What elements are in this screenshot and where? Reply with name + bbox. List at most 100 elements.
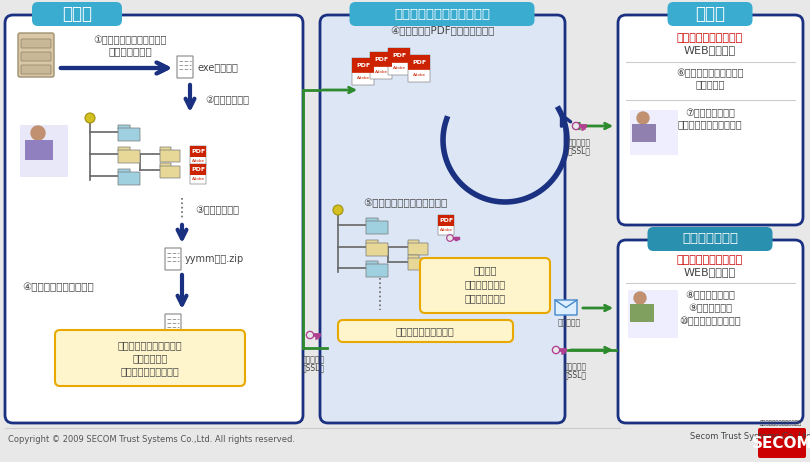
Text: ⑨各種帳票閲覧: ⑨各種帳票閲覧 bbox=[688, 303, 732, 313]
Text: 通知文書アップロード: 通知文書アップロード bbox=[678, 119, 742, 129]
Text: セコムトラストシステムズ: セコムトラストシステムズ bbox=[394, 7, 490, 20]
FancyBboxPatch shape bbox=[667, 2, 752, 26]
FancyBboxPatch shape bbox=[408, 243, 428, 255]
FancyBboxPatch shape bbox=[370, 52, 392, 79]
FancyBboxPatch shape bbox=[408, 55, 430, 82]
Text: PDF: PDF bbox=[191, 149, 205, 154]
FancyBboxPatch shape bbox=[366, 261, 378, 265]
Text: （SSL）: （SSL） bbox=[564, 370, 586, 379]
FancyBboxPatch shape bbox=[160, 150, 180, 162]
Text: タスクスケジューラー: タスクスケジューラー bbox=[121, 366, 179, 376]
Text: 事業者フォルダ: 事業者フォルダ bbox=[464, 279, 505, 289]
Text: Secom Trust Systems Co.,Ltd.: Secom Trust Systems Co.,Ltd. bbox=[690, 432, 810, 441]
FancyBboxPatch shape bbox=[438, 215, 454, 235]
Circle shape bbox=[634, 292, 646, 304]
FancyBboxPatch shape bbox=[190, 146, 206, 166]
FancyBboxPatch shape bbox=[25, 140, 53, 160]
FancyBboxPatch shape bbox=[21, 39, 51, 48]
Text: Adobe: Adobe bbox=[374, 70, 387, 74]
FancyBboxPatch shape bbox=[118, 125, 130, 129]
FancyBboxPatch shape bbox=[388, 48, 410, 75]
Text: 暗号化通信: 暗号化通信 bbox=[568, 138, 590, 147]
FancyBboxPatch shape bbox=[366, 221, 388, 234]
FancyBboxPatch shape bbox=[118, 128, 140, 141]
FancyBboxPatch shape bbox=[408, 258, 428, 270]
Text: （SSL）: （SSL） bbox=[301, 363, 325, 372]
FancyBboxPatch shape bbox=[21, 52, 51, 61]
Text: 暗号化通信: 暗号化通信 bbox=[564, 362, 586, 371]
FancyBboxPatch shape bbox=[118, 172, 140, 185]
FancyBboxPatch shape bbox=[18, 33, 54, 77]
Text: ⑩不定期通知文書閲覧: ⑩不定期通知文書閲覧 bbox=[680, 316, 741, 326]
Text: SECOM: SECOM bbox=[752, 436, 810, 450]
FancyBboxPatch shape bbox=[555, 300, 577, 315]
Text: 【自動】: 【自動】 bbox=[473, 265, 497, 275]
Text: Adobe: Adobe bbox=[356, 76, 369, 80]
Text: 当組合: 当組合 bbox=[695, 5, 725, 23]
FancyBboxPatch shape bbox=[118, 150, 140, 163]
FancyBboxPatch shape bbox=[408, 55, 430, 70]
Circle shape bbox=[573, 122, 580, 130]
FancyBboxPatch shape bbox=[32, 2, 122, 26]
Text: PDF: PDF bbox=[374, 57, 388, 62]
Text: ②フォルダ展開: ②フォルダ展開 bbox=[205, 95, 249, 105]
Text: 信頼される安心を、社会へ。: 信頼される安心を、社会へ。 bbox=[760, 420, 802, 426]
FancyBboxPatch shape bbox=[758, 428, 806, 458]
Circle shape bbox=[573, 124, 578, 128]
FancyBboxPatch shape bbox=[366, 218, 378, 222]
FancyBboxPatch shape bbox=[190, 146, 206, 157]
FancyBboxPatch shape bbox=[618, 15, 803, 225]
FancyBboxPatch shape bbox=[420, 258, 550, 313]
Text: ③フォルダ圧縮: ③フォルダ圧縮 bbox=[195, 205, 239, 215]
FancyBboxPatch shape bbox=[630, 110, 678, 155]
Text: WEB画面操作: WEB画面操作 bbox=[684, 45, 736, 55]
FancyBboxPatch shape bbox=[21, 65, 51, 74]
Text: PDF: PDF bbox=[191, 167, 205, 172]
FancyBboxPatch shape bbox=[177, 56, 193, 78]
FancyBboxPatch shape bbox=[160, 163, 171, 167]
Text: ⑦事業所宛不定期: ⑦事業所宛不定期 bbox=[685, 108, 735, 118]
Circle shape bbox=[333, 205, 343, 215]
Text: Adobe: Adobe bbox=[412, 73, 425, 77]
Circle shape bbox=[552, 346, 560, 353]
FancyBboxPatch shape bbox=[320, 15, 565, 423]
Text: 帳票データ作成: 帳票データ作成 bbox=[108, 46, 152, 56]
FancyBboxPatch shape bbox=[366, 243, 388, 256]
Circle shape bbox=[308, 333, 312, 337]
FancyBboxPatch shape bbox=[55, 330, 245, 386]
Text: PDF: PDF bbox=[439, 218, 453, 223]
FancyBboxPatch shape bbox=[165, 248, 181, 270]
FancyBboxPatch shape bbox=[618, 240, 803, 423]
FancyBboxPatch shape bbox=[366, 240, 378, 244]
FancyBboxPatch shape bbox=[628, 290, 678, 338]
FancyBboxPatch shape bbox=[160, 147, 171, 151]
FancyBboxPatch shape bbox=[647, 227, 773, 251]
Text: 【自動署名にも対応】: 【自動署名にも対応】 bbox=[395, 326, 454, 336]
FancyBboxPatch shape bbox=[5, 15, 303, 423]
FancyBboxPatch shape bbox=[20, 125, 68, 177]
Text: ④各種帳票（PDF）アップロード: ④各種帳票（PDF）アップロード bbox=[390, 25, 494, 35]
Text: WEB画面操作: WEB画面操作 bbox=[684, 267, 736, 277]
FancyBboxPatch shape bbox=[388, 48, 410, 63]
Text: 【自動転送ツールによる: 【自動転送ツールによる bbox=[117, 340, 182, 350]
Circle shape bbox=[637, 112, 649, 124]
Text: 自動転送】: 自動転送】 bbox=[132, 353, 168, 363]
Text: 履歴確認: 履歴確認 bbox=[695, 79, 725, 89]
FancyBboxPatch shape bbox=[366, 264, 388, 277]
Text: Copyright © 2009 SECOM Trust Systems Co.,Ltd. All rights reserved.: Copyright © 2009 SECOM Trust Systems Co.… bbox=[8, 436, 295, 444]
Text: PDF: PDF bbox=[356, 63, 370, 68]
FancyBboxPatch shape bbox=[118, 147, 130, 151]
Text: ⑧通知メール受信: ⑧通知メール受信 bbox=[685, 290, 735, 300]
Text: Adobe: Adobe bbox=[440, 228, 453, 232]
FancyBboxPatch shape bbox=[438, 215, 454, 226]
Text: 暗号化通信: 暗号化通信 bbox=[301, 355, 325, 364]
Text: ①貴組合業務システムより: ①貴組合業務システムより bbox=[93, 35, 167, 45]
FancyBboxPatch shape bbox=[160, 166, 180, 178]
Text: ④ファイルアップロード: ④ファイルアップロード bbox=[22, 282, 94, 292]
FancyBboxPatch shape bbox=[408, 240, 419, 244]
Circle shape bbox=[554, 348, 558, 352]
Text: に格納（移動）: に格納（移動） bbox=[464, 293, 505, 303]
Circle shape bbox=[31, 126, 45, 140]
FancyBboxPatch shape bbox=[190, 164, 206, 175]
Text: 当組合: 当組合 bbox=[62, 5, 92, 23]
